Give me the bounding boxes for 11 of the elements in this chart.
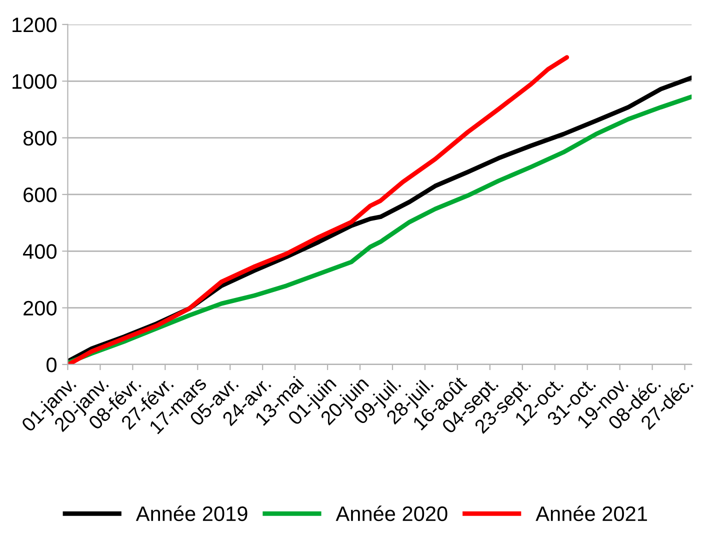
legend-label: Année 2021	[536, 506, 647, 522]
legend-label: Année 2019	[136, 506, 248, 522]
y-tick-label: 200	[24, 300, 57, 316]
y-tick-label: 600	[24, 187, 57, 202]
legend-label: Année 2020	[336, 506, 448, 522]
y-tick-label: 0	[46, 357, 57, 372]
y-tick-label: 800	[23, 130, 57, 146]
y-tick-label: 1200	[12, 17, 57, 32]
y-tick-label: 1000	[12, 74, 57, 89]
line-series	[68, 55, 570, 364]
y-tick-label: 400	[23, 244, 57, 259]
